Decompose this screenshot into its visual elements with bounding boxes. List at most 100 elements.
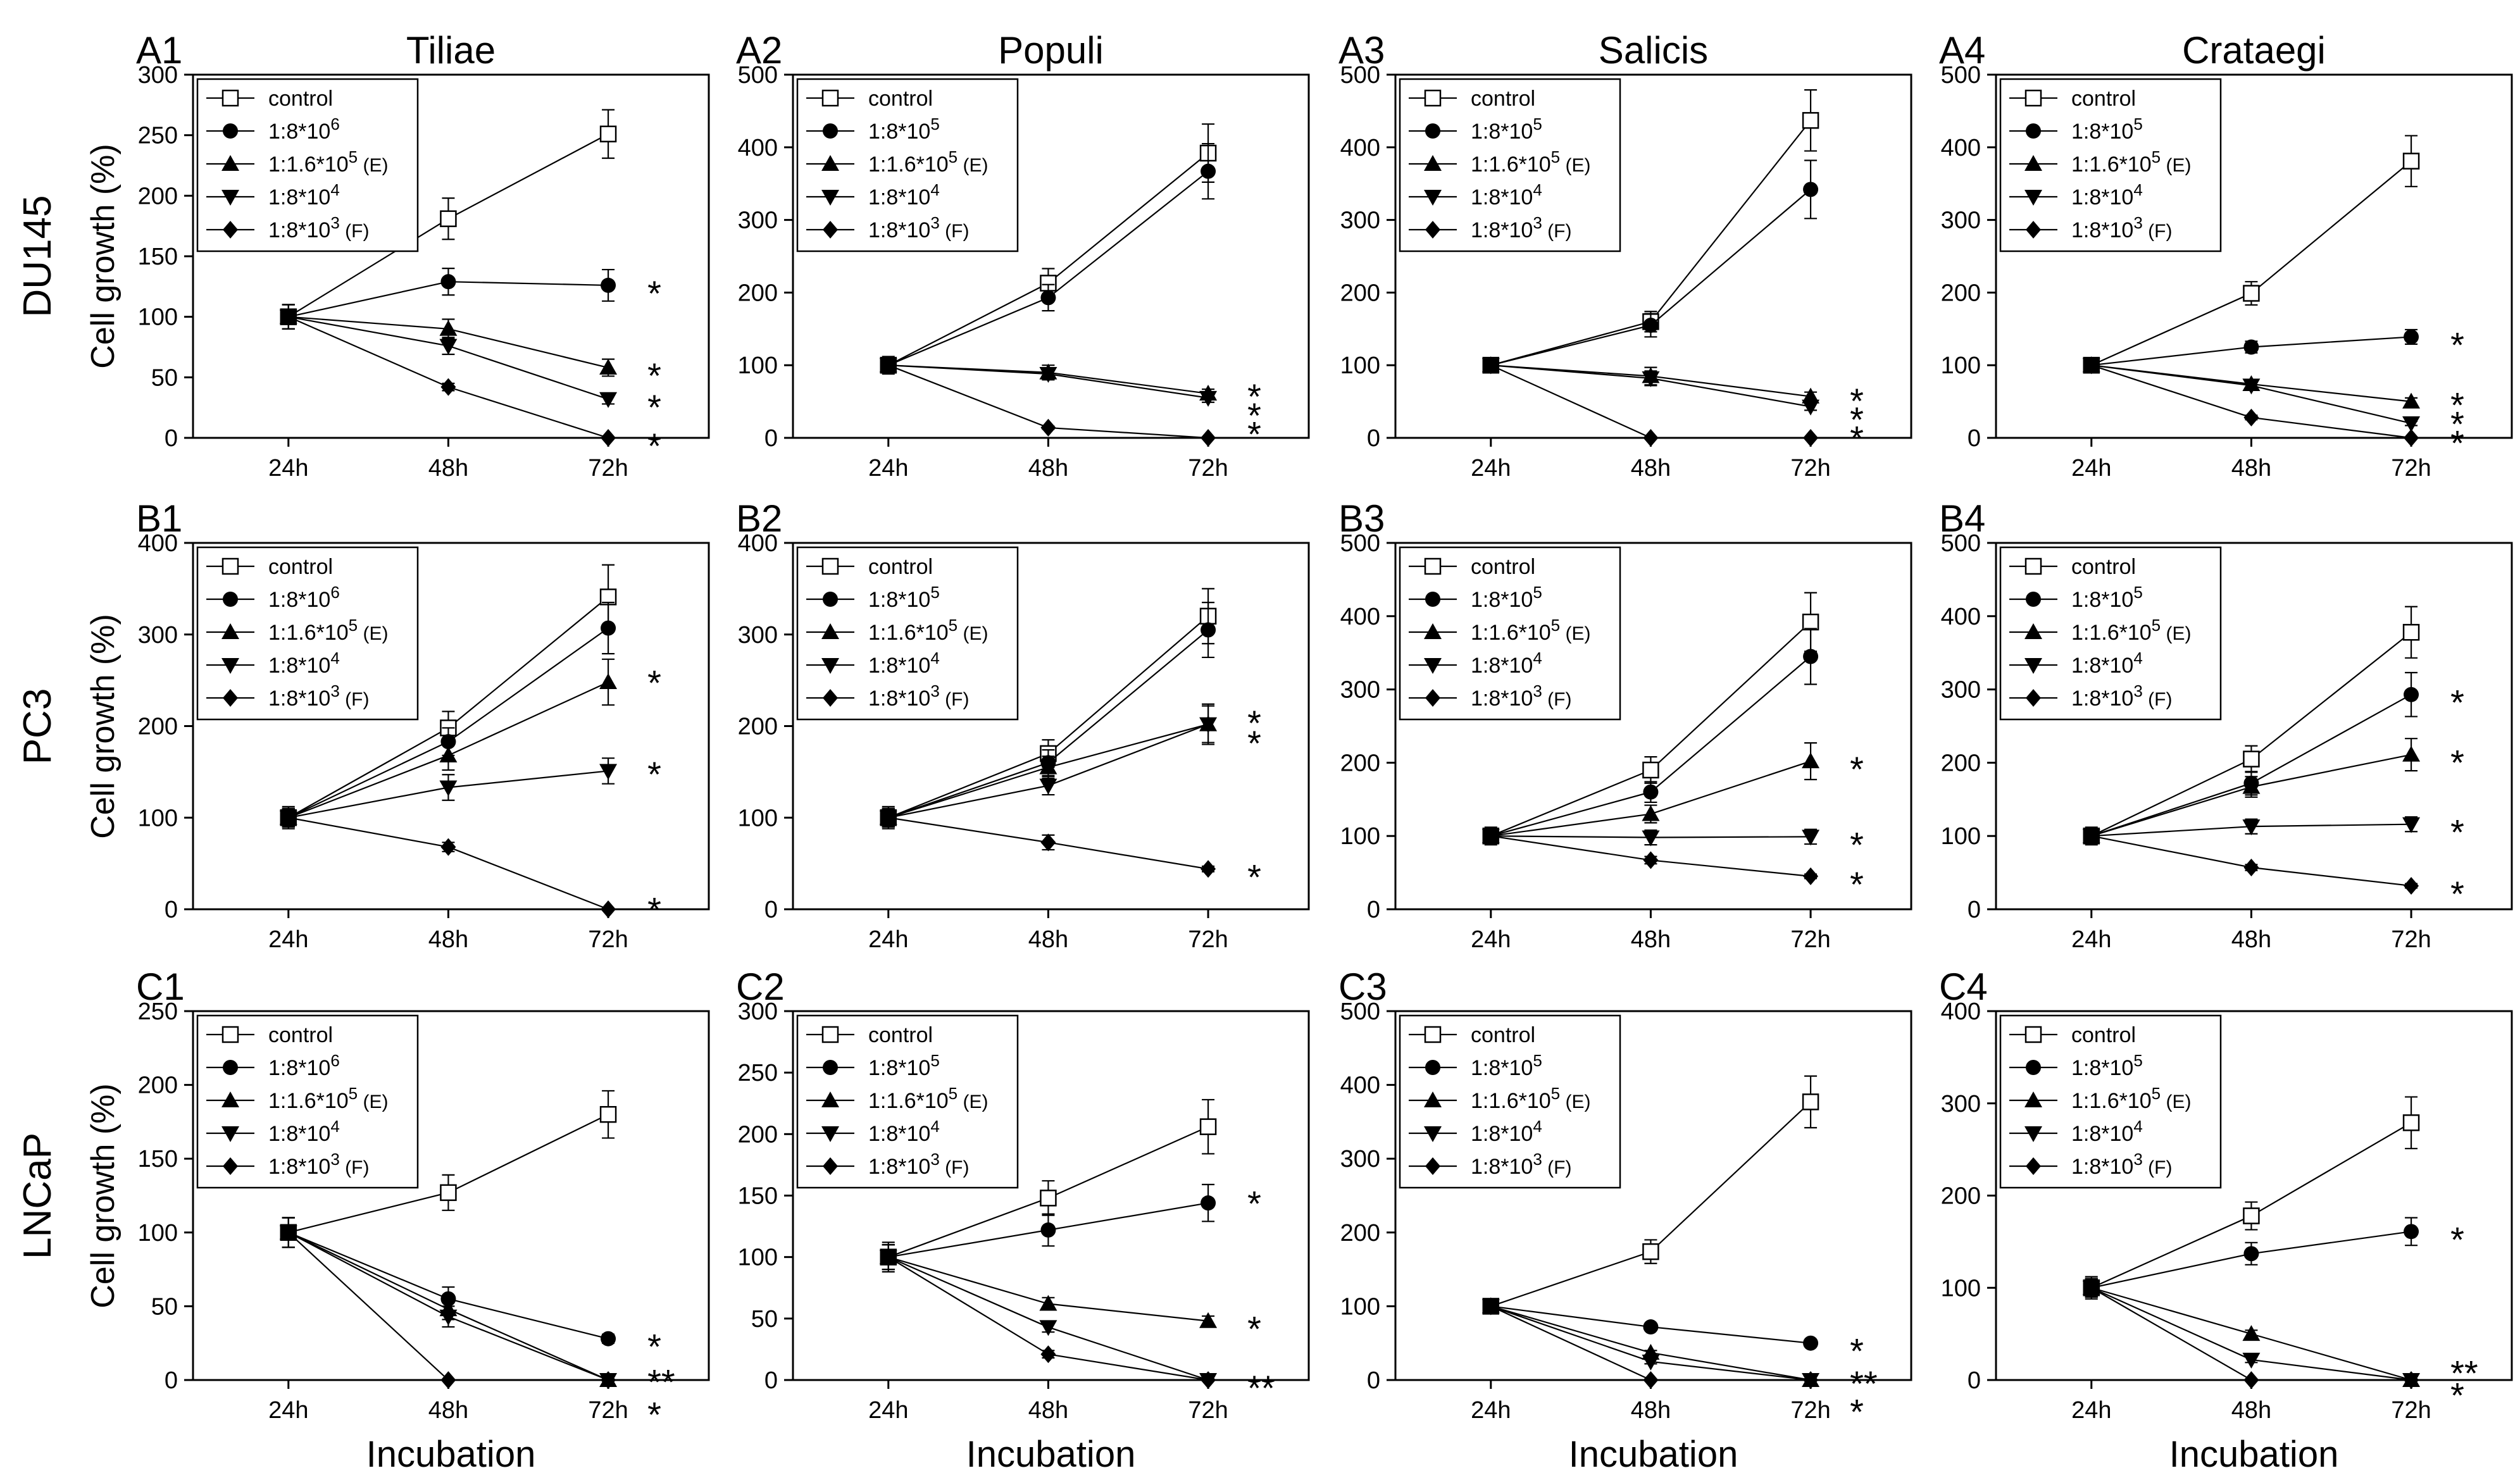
data-point bbox=[601, 1371, 616, 1389]
y-tick-label: 0 bbox=[1968, 425, 1981, 452]
legend-entry: 1:8*104 bbox=[268, 180, 340, 209]
legend-marker bbox=[2024, 89, 2042, 107]
series-s4 bbox=[2083, 1278, 2419, 1389]
series-s4 bbox=[2083, 827, 2419, 895]
data-point bbox=[599, 673, 618, 690]
data-point bbox=[2404, 429, 2419, 447]
legend-marker bbox=[223, 689, 238, 707]
y-tick-label: 0 bbox=[764, 897, 778, 923]
data-point bbox=[1201, 429, 1216, 447]
x-tick-label: 72h bbox=[588, 1397, 628, 1424]
legend-marker bbox=[1424, 623, 1442, 639]
y-tick-label: 500 bbox=[1340, 62, 1380, 89]
panel-label: C1 bbox=[136, 966, 185, 1008]
significance-asterisk: * bbox=[647, 1327, 661, 1367]
legend-entry: 1:1.6*105 (E) bbox=[268, 147, 388, 177]
x-tick-label: 24h bbox=[868, 455, 908, 482]
significance-asterisk: * bbox=[1247, 1309, 1261, 1349]
y-tick-label: 400 bbox=[1941, 998, 1981, 1025]
y-tick-label: 200 bbox=[738, 714, 778, 740]
data-point bbox=[1040, 1345, 1056, 1364]
legend-entry: 1:1.6*105 (E) bbox=[1471, 1084, 1590, 1113]
data-point bbox=[2243, 750, 2260, 768]
legend: control 1:8*105 1:1.6*105 (E) 1:8*104 1:8*10… bbox=[1999, 1014, 2222, 1189]
data-point bbox=[2243, 1207, 2260, 1224]
legend-entry: control bbox=[268, 555, 333, 579]
y-tick-label: 300 bbox=[738, 998, 778, 1025]
x-tick-label: 24h bbox=[868, 1397, 908, 1424]
significance-asterisk: * bbox=[1247, 703, 1261, 743]
x-tick-label: 48h bbox=[1631, 926, 1671, 953]
legend-entry: 1:8*103 (F) bbox=[268, 681, 369, 711]
legend-marker bbox=[821, 658, 839, 674]
legend-marker bbox=[823, 592, 838, 607]
legend-entry: control bbox=[868, 1023, 933, 1047]
y-axis-title: Cell growth (%) bbox=[85, 614, 122, 838]
data-point bbox=[1802, 112, 1819, 129]
legend-entry: 1:1.6*105 (E) bbox=[2071, 1084, 2191, 1113]
y-tick-label: 0 bbox=[165, 1367, 178, 1394]
data-point bbox=[1483, 1297, 1499, 1315]
data-point bbox=[1039, 366, 1057, 383]
significance-asterisk: * bbox=[1247, 376, 1261, 416]
legend-entry: 1:8*105 bbox=[1471, 1051, 1542, 1080]
data-point bbox=[2404, 876, 2419, 895]
series-s2 bbox=[279, 1217, 618, 1387]
data-point bbox=[2402, 624, 2420, 641]
x-tick-label: 72h bbox=[1188, 926, 1228, 953]
legend-marker bbox=[821, 1026, 839, 1043]
legend-entry: 1:1.6*105 (E) bbox=[2071, 147, 2191, 177]
significance-asterisk: * bbox=[1850, 824, 1864, 864]
legend: control 1:8*105 1:1.6*105 (E) 1:8*104 1:8*10… bbox=[1999, 546, 2222, 721]
data-point bbox=[599, 1105, 617, 1123]
legend-entry: 1:8*103 (F) bbox=[868, 681, 969, 711]
legend-marker bbox=[221, 658, 239, 674]
y-tick-label: 50 bbox=[151, 364, 178, 391]
legend: control 1:8*105 1:1.6*105 (E) 1:8*104 1:8*10… bbox=[796, 78, 1019, 252]
y-tick-label: 100 bbox=[1941, 823, 1981, 850]
data-point bbox=[1201, 1371, 1216, 1389]
legend-marker bbox=[223, 592, 238, 607]
legend-marker bbox=[1425, 592, 1440, 607]
data-point bbox=[1483, 356, 1499, 375]
series-s3 bbox=[1481, 828, 1820, 847]
panel-label: B1 bbox=[136, 497, 182, 540]
panel-label: B4 bbox=[1939, 497, 1985, 540]
y-tick-label: 200 bbox=[138, 714, 178, 740]
panel-B4: 0 100 200 300 400 500 24h 48h 72h B4 * * * * control 1:… bbox=[1939, 497, 2513, 953]
legend-entry: 1:8*103 (F) bbox=[868, 213, 969, 242]
significance-asterisk: * bbox=[647, 662, 661, 702]
panel-A2: 0 100 200 300 400 500 24h 48h 72h A2 Populi *** cont… bbox=[736, 29, 1310, 482]
data-point bbox=[1802, 399, 1820, 416]
legend-entry: 1:8*104 bbox=[868, 649, 940, 678]
plot-frame bbox=[792, 73, 1310, 439]
legend-entry: 1:8*105 bbox=[868, 115, 940, 144]
legend: control 1:8*106 1:1.6*105 (E) 1:8*104 1:8*10… bbox=[196, 546, 419, 721]
legend-entry: control bbox=[1471, 555, 1535, 579]
data-point bbox=[1039, 758, 1057, 774]
significance-asterisk: * bbox=[647, 387, 661, 427]
x-tick-label: 24h bbox=[2071, 455, 2111, 482]
y-tick-label: 200 bbox=[1340, 1220, 1380, 1247]
data-point bbox=[1642, 830, 1660, 847]
data-point bbox=[1803, 649, 1819, 664]
legend-marker bbox=[221, 1026, 239, 1043]
y-tick-label: 300 bbox=[138, 62, 178, 89]
legend-entry: 1:8*103 (F) bbox=[2071, 681, 2172, 711]
legend-marker bbox=[2024, 1091, 2042, 1107]
y-tick-label: 0 bbox=[764, 425, 778, 452]
data-point bbox=[1642, 805, 1660, 821]
data-point bbox=[1039, 1320, 1057, 1336]
legend-marker bbox=[821, 1091, 839, 1107]
legend-entry: 1:8*103 (F) bbox=[2071, 213, 2172, 242]
y-axis-title: Cell growth (%) bbox=[85, 1083, 122, 1308]
significance-asterisk: * bbox=[1247, 414, 1261, 454]
panel-label: B2 bbox=[736, 497, 782, 540]
legend-entry: 1:8*103 (F) bbox=[1471, 213, 1571, 242]
legend-entry: 1:8*106 bbox=[268, 583, 340, 612]
panel-label: C2 bbox=[736, 966, 785, 1008]
legend-marker bbox=[2024, 557, 2042, 575]
data-point bbox=[2243, 1371, 2259, 1389]
legend: control 1:8*105 1:1.6*105 (E) 1:8*104 1:8*10… bbox=[1399, 546, 1621, 721]
